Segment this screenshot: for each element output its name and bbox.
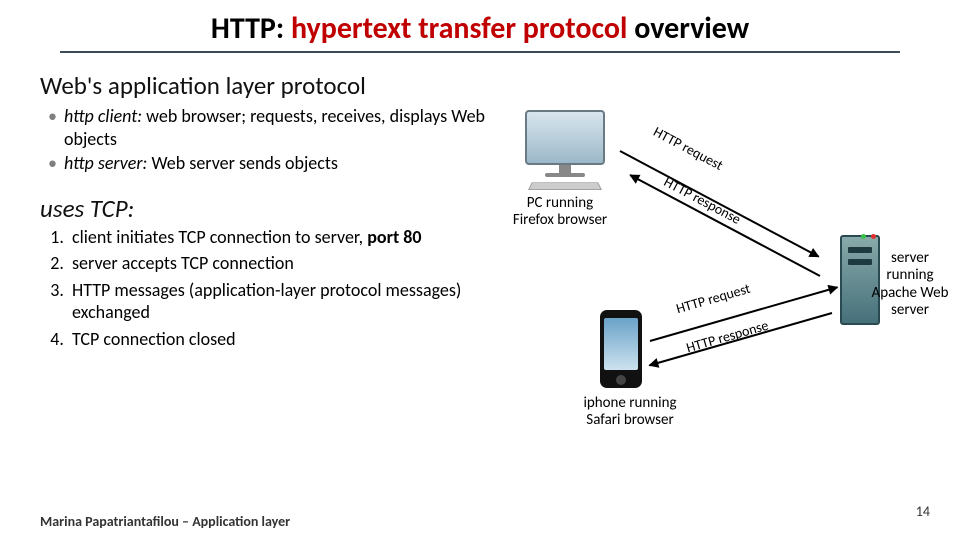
step-2: server accepts TCP connection (68, 252, 490, 275)
numbered-steps: client initiates TCP connection to serve… (40, 226, 490, 351)
title-post: overview (627, 10, 749, 47)
subheading-tcp: uses TCP: (40, 193, 490, 224)
bullet-server: http server: Web server sends objects (64, 152, 490, 175)
bullet-server-term: http server: (64, 152, 147, 174)
network-diagram: PC runningFirefox browser serverrunningA… (500, 100, 940, 470)
step-4: TCP connection closed (68, 328, 490, 351)
step-1: client initiates TCP connection to serve… (68, 226, 490, 249)
phone-icon (600, 310, 642, 388)
title-colon: : (276, 10, 291, 47)
left-column: Web's application layer protocol http cl… (40, 70, 490, 354)
slide-title: HTTP: hypertext transfer protocol overvi… (60, 0, 900, 53)
label-phone-request: HTTP request (674, 280, 752, 317)
title-pre: HTTP (211, 10, 276, 47)
page-number: 14 (916, 503, 930, 520)
label-pc-response: HTTP response (661, 173, 744, 228)
bullet-client-term: http client: (64, 105, 142, 127)
phone-label: iphone runningSafari browser (560, 395, 700, 430)
arrow-pc-response (630, 174, 821, 277)
pc-icon (510, 110, 620, 200)
title-red: hypertext transfer protocol (291, 10, 627, 47)
bullet-list: http client: web browser; requests, rece… (40, 105, 490, 175)
footer-author: Marina Papatriantafilou – Application la… (40, 513, 290, 530)
step-1-bold: port 80 (367, 226, 421, 248)
bullet-client: http client: web browser; requests, rece… (64, 105, 490, 150)
subheading-web: Web's application layer protocol (40, 70, 490, 101)
bullet-server-rest: Web server sends objects (147, 152, 338, 174)
step-3: HTTP messages (application-layer protoco… (68, 279, 490, 324)
label-pc-request: HTTP request (650, 123, 725, 174)
pc-label: PC runningFirefox browser (490, 195, 630, 230)
server-label: serverrunningApache Webserver (860, 250, 960, 319)
label-phone-response: HTTP response (684, 317, 770, 357)
